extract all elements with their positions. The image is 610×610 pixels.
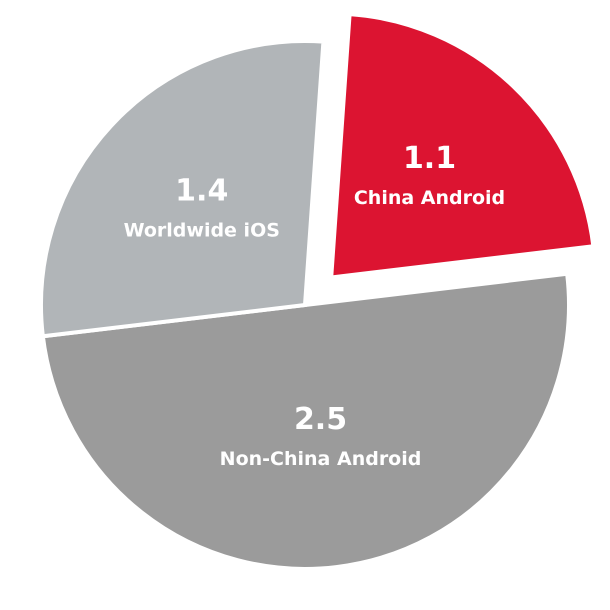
pie-slices [39, 11, 596, 571]
slice-label-non-china-android: Non-China Android [220, 448, 422, 470]
pie-slice-worldwide-ios [39, 39, 326, 339]
slice-label-china-android: China Android [354, 187, 505, 209]
slice-label-worldwide-ios: Worldwide iOS [124, 220, 280, 242]
pie-slice-china-android [329, 11, 596, 280]
slice-value-china-android: 1.1 [403, 141, 456, 176]
slice-value-worldwide-ios: 1.4 [175, 174, 228, 209]
pie-slice-non-china-android [40, 271, 571, 571]
pie-labels: 1.1 China Android 2.5 Non-China Android 1.4 W… [124, 141, 506, 470]
slice-value-non-china-android: 2.5 [294, 402, 347, 437]
